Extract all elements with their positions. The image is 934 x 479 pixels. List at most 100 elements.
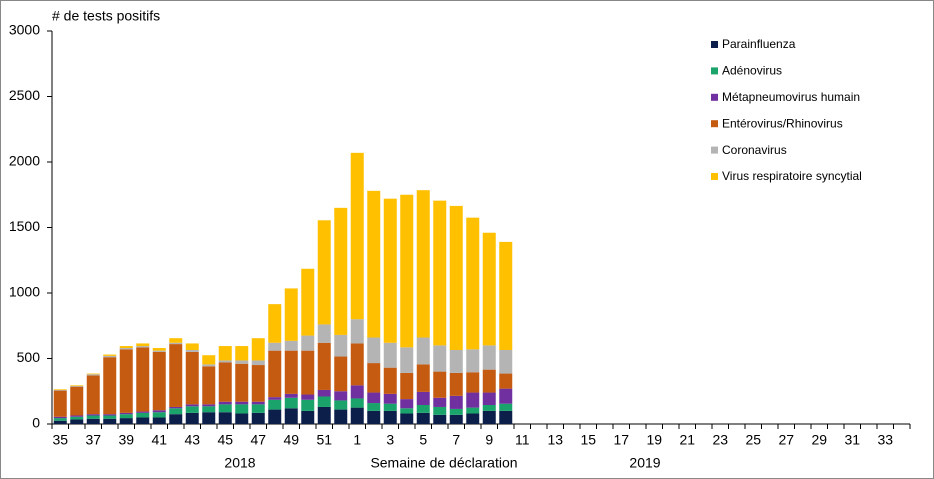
bar-segment [152, 348, 166, 351]
bar-segment [317, 220, 331, 325]
bar-segment [400, 194, 414, 348]
bar-segment [449, 205, 463, 350]
y-tick-label: 1500 [9, 218, 40, 234]
bar-segment [268, 397, 282, 400]
bar-segment [284, 397, 298, 409]
bar-segment [251, 365, 265, 402]
bar-segment [86, 418, 100, 424]
bar-segment [466, 392, 480, 408]
bar-segment [367, 392, 381, 404]
bar-segment [235, 363, 249, 402]
bar-segment [317, 406, 331, 424]
bar-segment [482, 369, 496, 393]
bar-segment [334, 356, 348, 392]
legend-label: Métapneumovirus humain [722, 90, 860, 104]
bar-segment [301, 394, 315, 400]
x-tick-label: 49 [283, 432, 299, 448]
bar-segment [482, 405, 496, 411]
bar-segment [103, 354, 117, 356]
bar-segment [317, 396, 331, 407]
x-tick-label: 3 [386, 432, 394, 448]
bar-segment [433, 371, 447, 398]
bar-segment [416, 412, 430, 424]
bar-segment [202, 404, 216, 407]
bar-segment [70, 419, 84, 424]
bar-segment [317, 342, 331, 390]
x-tick-label: 29 [811, 432, 827, 448]
bar-segment [218, 346, 232, 361]
legend-label: Virus respiratoire syncytial [722, 169, 862, 183]
bar-segment [466, 407, 480, 414]
bar-segment [251, 401, 265, 405]
bar-segment [103, 418, 117, 424]
bar-segment [449, 414, 463, 424]
x-tick-label: 39 [118, 432, 134, 448]
bar-segment [185, 412, 199, 424]
x-tick-label: 33 [877, 432, 893, 448]
bar-segment [103, 355, 117, 358]
bar-segment [482, 392, 496, 406]
legend-label: Adénovirus [722, 64, 782, 78]
bar-segment [235, 413, 249, 424]
x-tick-label: 23 [712, 432, 728, 448]
bar-segment [235, 360, 249, 364]
x-tick-label: 5 [419, 432, 427, 448]
bar-segment [334, 391, 348, 401]
bar-segment [119, 414, 133, 419]
bar-segment [466, 372, 480, 393]
bar-segment [383, 403, 397, 411]
bar-segment [301, 268, 315, 336]
x-tick-label: 17 [613, 432, 629, 448]
bar-segment [350, 319, 364, 344]
bar-segment [235, 401, 249, 405]
year-label: 2018 [224, 455, 255, 471]
bar-segment [53, 389, 67, 390]
bar-segment [301, 350, 315, 395]
bar-segment [317, 389, 331, 397]
bar-segment [235, 404, 249, 414]
bar-segment [284, 288, 298, 341]
bar-segment [482, 232, 496, 346]
bar-segment [70, 386, 84, 387]
bar-segment [449, 395, 463, 409]
bar-segment [70, 386, 84, 416]
bar-segment [400, 408, 414, 414]
bar-segment [218, 412, 232, 424]
bar-segment [169, 414, 183, 424]
bar-segment [169, 344, 183, 407]
x-tick-label: 47 [250, 432, 266, 448]
bar-segment [284, 340, 298, 351]
bar-segment [268, 409, 282, 424]
bar-segment [367, 403, 381, 411]
bar-segment [103, 357, 117, 415]
legend-label: Entérovirus/Rhinovirus [722, 116, 843, 130]
bar-segment [136, 346, 150, 348]
bar-segment [53, 420, 67, 424]
bar-segment [53, 389, 67, 391]
bar-segment [202, 364, 216, 367]
bar-segment [416, 364, 430, 392]
y-tick-label: 1000 [9, 284, 40, 300]
bar-segment [169, 338, 183, 343]
bar-segment [202, 366, 216, 405]
bar-segment [218, 360, 232, 363]
bar-segment [284, 350, 298, 394]
bar-segment [218, 401, 232, 405]
bar-segment [367, 190, 381, 338]
bar-segment [449, 372, 463, 396]
bar-segment [119, 412, 133, 415]
bar-segment [400, 347, 414, 373]
bar-segment [202, 355, 216, 365]
y-tick-label: 2000 [9, 153, 40, 169]
bar-segment [70, 415, 84, 417]
x-tick-label: 11 [515, 432, 530, 448]
bar-segment [268, 350, 282, 398]
bar-segment [152, 351, 166, 411]
bar-segment [449, 349, 463, 373]
bar-segment [499, 403, 513, 411]
bar-segment [169, 408, 183, 415]
bar-segment [268, 304, 282, 343]
bar-segment [86, 373, 100, 375]
bar-segment [301, 399, 315, 411]
